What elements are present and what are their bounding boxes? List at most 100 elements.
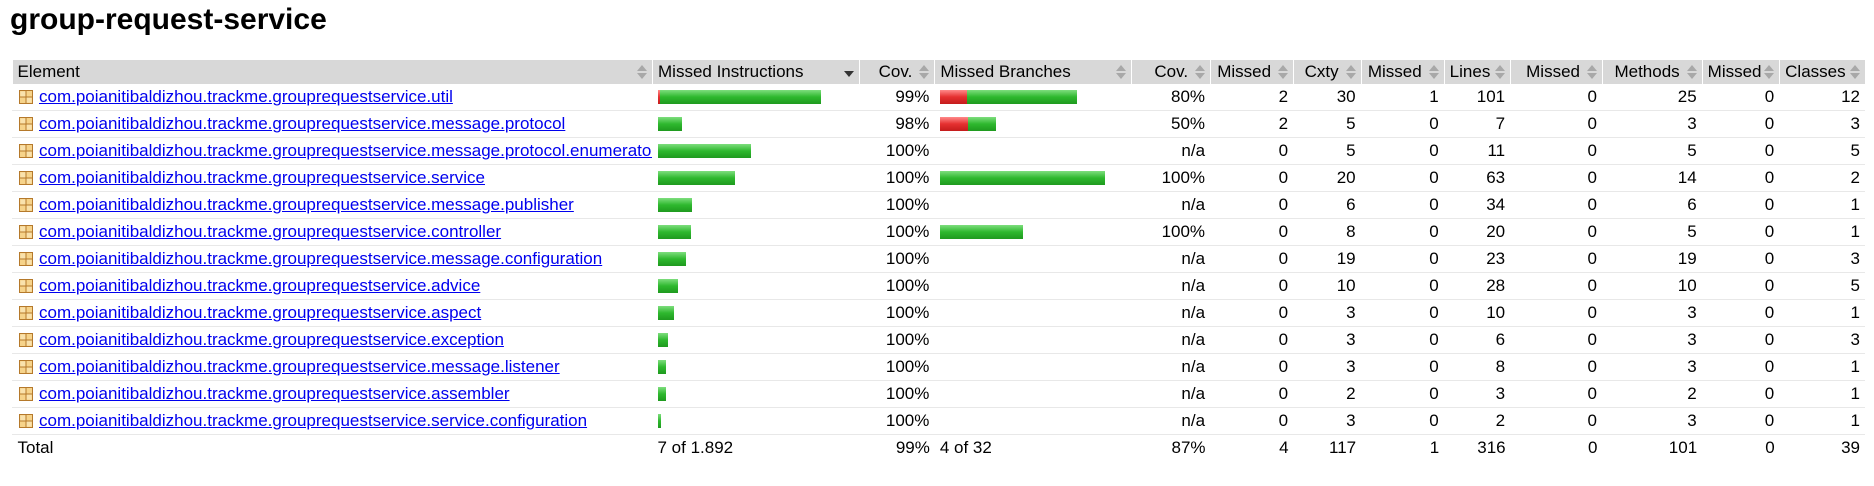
cov-instructions-cell: 100% xyxy=(859,191,935,219)
sort-icon xyxy=(1116,65,1127,79)
classes-cell: 1 xyxy=(1779,218,1865,246)
covered-bar-segment xyxy=(967,90,1078,104)
missed-instructions-cell xyxy=(651,191,860,219)
covered-bar-segment xyxy=(658,117,682,131)
instructions-coverage-bar xyxy=(658,252,854,266)
methods-cell: 3 xyxy=(1602,299,1703,327)
covered-bar-segment xyxy=(940,225,1024,239)
column-header-missed-branches[interactable]: Missed Branches xyxy=(934,60,1132,84)
branches-coverage-bar xyxy=(940,252,1126,266)
column-header-missed-lines[interactable]: Missed xyxy=(1360,60,1445,84)
branches-coverage-bar xyxy=(940,144,1126,158)
element-cell: com.poianitibaldizhou.trackme.groupreque… xyxy=(12,299,653,327)
column-header-missed-methods[interactable]: Missed xyxy=(1510,60,1603,84)
missed-instructions-cell xyxy=(651,110,860,138)
package-link[interactable]: com.poianitibaldizhou.trackme.groupreque… xyxy=(39,384,510,403)
missed-branches-cell xyxy=(934,380,1132,408)
package-link[interactable]: com.poianitibaldizhou.trackme.groupreque… xyxy=(39,357,560,376)
classes-cell: 1 xyxy=(1779,299,1865,327)
package-link[interactable]: com.poianitibaldizhou.trackme.groupreque… xyxy=(39,168,485,187)
branches-coverage-bar xyxy=(940,279,1126,293)
instructions-coverage-bar xyxy=(658,306,854,320)
covered-bar-segment xyxy=(658,387,666,401)
lines-cell: 23 xyxy=(1443,245,1511,273)
sort-icon xyxy=(1278,65,1289,79)
cov-instructions-cell: 100% xyxy=(859,380,935,408)
cxty-cell: 3 xyxy=(1293,326,1362,354)
missed-classes-cell: 0 xyxy=(1701,191,1780,219)
column-header-label: Missed xyxy=(1526,62,1580,81)
package-link[interactable]: com.poianitibaldizhou.trackme.groupreque… xyxy=(39,330,504,349)
missed-cxty-cell: 0 xyxy=(1210,353,1294,381)
methods-cell: 2 xyxy=(1602,380,1703,408)
column-header-cxty[interactable]: Cxty xyxy=(1293,60,1362,84)
missed-methods-cell: 0 xyxy=(1510,218,1603,246)
column-header-missed-classes[interactable]: Missed xyxy=(1701,60,1780,84)
element-cell: com.poianitibaldizhou.trackme.groupreque… xyxy=(12,164,653,192)
column-header-lines[interactable]: Lines xyxy=(1443,60,1511,84)
instructions-coverage-bar xyxy=(658,144,854,158)
missed-lines-cell: 0 xyxy=(1360,407,1445,435)
missed-branches-cell xyxy=(934,137,1132,165)
column-header-missed-cxty[interactable]: Missed xyxy=(1210,60,1294,84)
missed-cxty-cell: 0 xyxy=(1210,191,1294,219)
missed-lines-cell: 0 xyxy=(1360,353,1445,381)
column-header-methods[interactable]: Methods xyxy=(1602,60,1703,84)
instructions-coverage-bar xyxy=(658,117,854,131)
element-cell: com.poianitibaldizhou.trackme.groupreque… xyxy=(12,245,653,273)
classes-cell: 3 xyxy=(1779,245,1865,273)
missed-lines-cell: 0 xyxy=(1360,299,1445,327)
classes-cell: 1 xyxy=(1779,191,1865,219)
coverage-table: Element Missed Instructions Cov. Missed … xyxy=(12,60,1865,461)
methods-cell: 3 xyxy=(1602,110,1703,138)
column-header-cov-branches[interactable]: Cov. xyxy=(1131,60,1211,84)
missed-cxty-cell: 2 xyxy=(1210,84,1294,111)
package-icon xyxy=(18,143,34,159)
package-icon xyxy=(18,332,34,348)
cov-instructions-cell: 100% xyxy=(859,164,935,192)
package-link[interactable]: com.poianitibaldizhou.trackme.groupreque… xyxy=(39,303,482,322)
missed-methods-cell: 0 xyxy=(1510,299,1603,327)
package-link[interactable]: com.poianitibaldizhou.trackme.groupreque… xyxy=(39,195,574,214)
total-classes: 39 xyxy=(1779,434,1865,461)
table-row: com.poianitibaldizhou.trackme.groupreque… xyxy=(12,137,1865,165)
sort-descending-icon xyxy=(844,65,855,79)
package-link[interactable]: com.poianitibaldizhou.trackme.groupreque… xyxy=(39,222,502,241)
column-header-classes[interactable]: Classes xyxy=(1779,60,1865,84)
cxty-cell: 3 xyxy=(1293,353,1362,381)
missed-cxty-cell: 0 xyxy=(1210,299,1294,327)
missed-lines-cell: 0 xyxy=(1360,110,1445,138)
total-missed-branches: 4 of 32 xyxy=(934,434,1132,461)
package-link[interactable]: com.poianitibaldizhou.trackme.groupreque… xyxy=(39,249,603,268)
total-missed-methods: 0 xyxy=(1510,434,1603,461)
missed-cxty-cell: 0 xyxy=(1210,407,1294,435)
package-link[interactable]: com.poianitibaldizhou.trackme.groupreque… xyxy=(39,411,588,430)
missed-lines-cell: 0 xyxy=(1360,164,1445,192)
missed-cxty-cell: 0 xyxy=(1210,137,1294,165)
lines-cell: 3 xyxy=(1443,380,1511,408)
package-link[interactable]: com.poianitibaldizhou.trackme.groupreque… xyxy=(39,87,453,106)
table-row: com.poianitibaldizhou.trackme.groupreque… xyxy=(12,380,1865,408)
column-header-label: Methods xyxy=(1614,62,1680,81)
cxty-cell: 30 xyxy=(1293,84,1362,111)
missed-instructions-cell xyxy=(651,245,860,273)
table-row: com.poianitibaldizhou.trackme.groupreque… xyxy=(12,84,1865,111)
package-link[interactable]: com.poianitibaldizhou.trackme.groupreque… xyxy=(39,276,481,295)
sort-icon xyxy=(1686,65,1697,79)
column-header-element[interactable]: Element xyxy=(12,60,653,84)
missed-methods-cell: 0 xyxy=(1510,84,1603,111)
cov-instructions-cell: 99% xyxy=(859,84,935,111)
cov-branches-cell: n/a xyxy=(1131,272,1211,300)
branches-coverage-bar xyxy=(940,360,1126,374)
methods-cell: 6 xyxy=(1602,191,1703,219)
package-link[interactable]: com.poianitibaldizhou.trackme.groupreque… xyxy=(39,141,653,160)
missed-instructions-cell xyxy=(651,272,860,300)
column-header-cov-instructions[interactable]: Cov. xyxy=(859,60,935,84)
missed-classes-cell: 0 xyxy=(1701,245,1780,273)
missed-cxty-cell: 0 xyxy=(1210,245,1294,273)
package-link[interactable]: com.poianitibaldizhou.trackme.groupreque… xyxy=(39,114,566,133)
total-lines: 316 xyxy=(1444,434,1511,461)
column-header-missed-instructions[interactable]: Missed Instructions xyxy=(651,60,860,84)
missed-lines-cell: 0 xyxy=(1360,218,1445,246)
missed-bar-segment xyxy=(658,90,660,104)
